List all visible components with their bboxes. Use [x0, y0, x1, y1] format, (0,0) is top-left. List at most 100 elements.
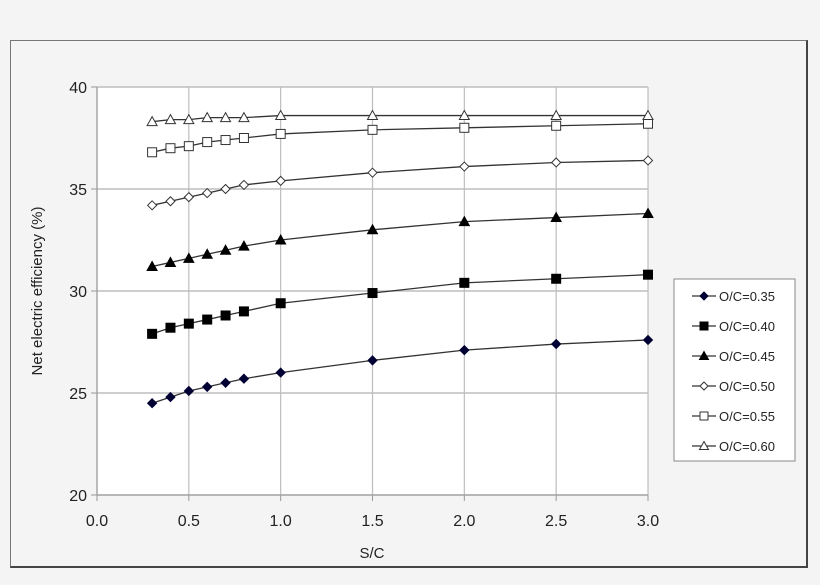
series-o-c-0-35: [146, 334, 654, 409]
square-marker-icon: [551, 120, 562, 131]
square-marker-icon: [165, 143, 176, 154]
triangle-marker-icon: [550, 109, 563, 121]
diamond-marker-icon: [550, 338, 562, 350]
triangle-marker-icon: [642, 109, 654, 121]
diamond-marker-icon: [220, 377, 231, 389]
diamond-marker-icon: [146, 397, 158, 409]
x-tick-label: 2.0: [453, 513, 475, 530]
diamond-marker-icon: [699, 381, 709, 391]
y-tick-label: 40: [69, 80, 87, 97]
triangle-marker-icon: [219, 111, 232, 123]
legend-item: O/C=0.50: [692, 379, 775, 394]
square-marker-icon: [643, 118, 653, 129]
square-marker-icon: [238, 306, 249, 317]
x-tick-label: 0.0: [86, 513, 108, 530]
x-tick-label: 1.5: [361, 513, 383, 530]
x-tick-label: 3.0: [637, 513, 659, 530]
square-marker-icon: [220, 135, 231, 146]
triangle-marker-icon: [201, 248, 214, 259]
triangle-marker-icon: [274, 233, 287, 245]
square-marker-icon: [147, 147, 158, 158]
diamond-marker-icon: [165, 391, 176, 403]
triangle-marker-icon: [642, 207, 654, 218]
triangle-marker-icon: [366, 223, 379, 235]
diamond-marker-icon: [459, 344, 470, 356]
square-marker-icon: [459, 277, 470, 288]
x-tick-label: 1.0: [270, 513, 292, 530]
triangle-marker-icon: [458, 215, 471, 227]
triangle-marker-icon: [698, 350, 710, 360]
triangle-marker-icon: [366, 109, 379, 121]
triangle-marker-icon: [238, 111, 250, 123]
y-axis-title: Net electric efficiency (%): [29, 207, 46, 376]
diamond-marker-icon: [238, 179, 250, 191]
diamond-marker-icon: [367, 167, 378, 178]
triangle-marker-icon: [274, 109, 287, 121]
legend-label: O/C=0.55: [719, 409, 775, 424]
diamond-marker-icon: [550, 157, 562, 168]
x-tick-label: 2.5: [545, 513, 567, 530]
square-marker-icon: [183, 141, 194, 152]
legend-item: O/C=0.55: [692, 409, 775, 424]
series-o-c-0-50: [146, 155, 654, 211]
legend-item: O/C=0.60: [692, 439, 775, 454]
series-o-c-0-60: [146, 109, 654, 127]
square-marker-icon: [147, 328, 158, 339]
series-o-c-0-55: [147, 118, 653, 158]
diamond-marker-icon: [201, 381, 213, 393]
square-marker-icon: [183, 318, 194, 329]
y-axis: 20 25 30 35 40: [69, 80, 97, 505]
legend-label: O/C=0.40: [719, 319, 775, 334]
square-marker-icon: [699, 411, 709, 421]
diamond-marker-icon: [146, 200, 158, 211]
diamond-marker-icon: [642, 155, 654, 166]
triangle-marker-icon: [458, 109, 471, 121]
series-o-c-0-45: [146, 207, 654, 272]
legend-label: O/C=0.45: [719, 349, 775, 364]
x-axis: 0.0 0.5 1.0 1.5 2.0 2.5 3.0: [86, 495, 659, 530]
square-marker-icon: [238, 133, 249, 143]
triangle-marker-icon: [182, 252, 195, 263]
triangle-marker-icon: [164, 113, 177, 125]
diamond-marker-icon: [238, 373, 250, 384]
legend-item: O/C=0.40: [692, 319, 775, 334]
diamond-marker-icon: [220, 183, 231, 195]
legend-label: O/C=0.50: [719, 379, 775, 394]
diamond-marker-icon: [183, 385, 195, 397]
triangle-marker-icon: [201, 111, 214, 123]
legend-item: O/C=0.35: [692, 289, 775, 304]
diamond-marker-icon: [367, 355, 378, 366]
triangle-marker-icon: [698, 440, 710, 450]
diamond-marker-icon: [699, 291, 709, 301]
diamond-marker-icon: [459, 161, 470, 172]
square-marker-icon: [459, 122, 470, 133]
square-marker-icon: [643, 269, 653, 280]
y-tick-label: 20: [69, 488, 87, 505]
triangle-marker-icon: [146, 115, 158, 127]
x-tick-label: 0.5: [178, 513, 200, 530]
triangle-marker-icon: [550, 211, 563, 223]
diamond-marker-icon: [201, 187, 213, 199]
square-marker-icon: [202, 314, 213, 325]
data-series: [146, 109, 654, 409]
y-tick-label: 30: [69, 284, 87, 301]
triangle-marker-icon: [164, 256, 177, 267]
diamond-marker-icon: [165, 196, 176, 207]
legend-label: O/C=0.60: [719, 439, 775, 454]
square-marker-icon: [367, 288, 378, 299]
square-marker-icon: [275, 128, 286, 139]
diamond-marker-icon: [183, 191, 195, 203]
y-tick-label: 35: [69, 182, 87, 199]
square-marker-icon: [220, 310, 231, 321]
square-marker-icon: [699, 321, 709, 331]
triangle-marker-icon: [238, 240, 250, 251]
triangle-marker-icon: [146, 260, 158, 272]
square-marker-icon: [202, 137, 213, 148]
triangle-marker-icon: [182, 113, 195, 125]
y-tick-label: 25: [69, 386, 87, 403]
legend-item: O/C=0.45: [692, 349, 775, 364]
triangle-marker-icon: [219, 244, 232, 255]
square-marker-icon: [275, 298, 286, 309]
square-marker-icon: [367, 124, 378, 135]
